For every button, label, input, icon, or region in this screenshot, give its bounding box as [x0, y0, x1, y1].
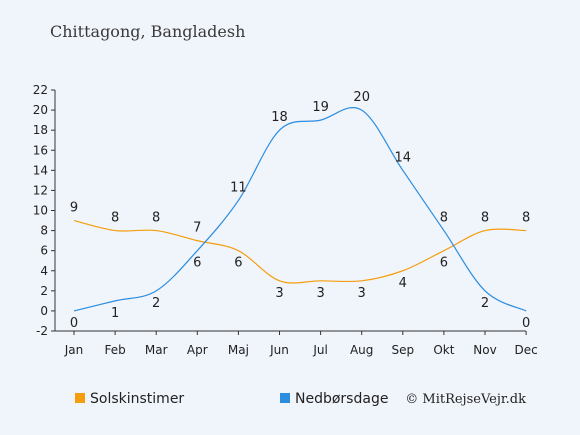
series-line-0 [73, 219, 527, 284]
data-label: 3 [275, 286, 283, 301]
x-tick-label: Sep [391, 343, 414, 357]
data-label: 9 [70, 201, 78, 216]
x-tick-label: Feb [104, 343, 125, 357]
data-label: 8 [152, 211, 160, 226]
data-label: 8 [111, 211, 119, 226]
data-label: 4 [399, 276, 407, 291]
data-label: 11 [230, 180, 247, 195]
y-tick-label: 12 [33, 183, 48, 197]
legend-swatch-0 [75, 393, 85, 403]
data-label: 8 [440, 211, 448, 226]
x-tick-label: Apr [187, 343, 208, 357]
legend: Solskinstimer Nedbørsdage [75, 391, 388, 407]
y-tick-label: -2 [36, 324, 48, 338]
data-label: 20 [353, 90, 370, 105]
x-tick-label: Okt [433, 343, 454, 357]
y-tick-label: 14 [33, 163, 48, 177]
y-tick-label: 2 [40, 284, 48, 298]
legend-label-1: Nedbørsdage [295, 391, 388, 407]
data-label: 18 [271, 110, 288, 125]
x-tick-label: Nov [473, 343, 496, 357]
x-tick-label: Mar [145, 343, 168, 357]
y-tick-label: 4 [40, 264, 48, 278]
credit-text: © MitRejseVejr.dk [405, 392, 526, 407]
chart-title: Chittagong, Bangladesh [50, 22, 245, 41]
x-tick-label: Jun [269, 343, 289, 357]
data-label: 6 [193, 256, 201, 271]
data-label: 0 [522, 316, 530, 331]
y-tick-label: 10 [33, 204, 48, 218]
y-tick-label: 22 [33, 83, 48, 97]
y-tick-label: 6 [40, 244, 48, 258]
y-tick-label: 18 [33, 123, 48, 137]
data-label: 6 [440, 256, 448, 271]
data-label: 8 [522, 211, 530, 226]
data-label: 1 [111, 306, 119, 321]
x-tick-label: Maj [228, 343, 249, 357]
data-label: 2 [481, 296, 489, 311]
y-tick-label: 8 [40, 224, 48, 238]
data-label: 8 [481, 211, 489, 226]
y-tick-label: 0 [40, 304, 48, 318]
legend-swatch-1 [280, 393, 290, 403]
data-label: 3 [358, 286, 366, 301]
data-label: 7 [193, 221, 201, 236]
series-line-1 [73, 107, 527, 312]
y-tick-label: 20 [33, 103, 48, 117]
x-tick-label: Jul [312, 343, 327, 357]
data-label: 0 [70, 316, 78, 331]
data-label: 14 [395, 150, 412, 165]
y-tick-label: 16 [33, 143, 48, 157]
legend-label-0: Solskinstimer [90, 391, 184, 407]
data-label: 19 [312, 100, 329, 115]
x-tick-label: Dec [514, 343, 537, 357]
data-label: 6 [234, 256, 242, 271]
data-label: 2 [152, 296, 160, 311]
data-label: 3 [316, 286, 324, 301]
series-lines [73, 107, 527, 312]
x-tick-label: Jan [64, 343, 84, 357]
x-tick-label: Aug [350, 343, 373, 357]
